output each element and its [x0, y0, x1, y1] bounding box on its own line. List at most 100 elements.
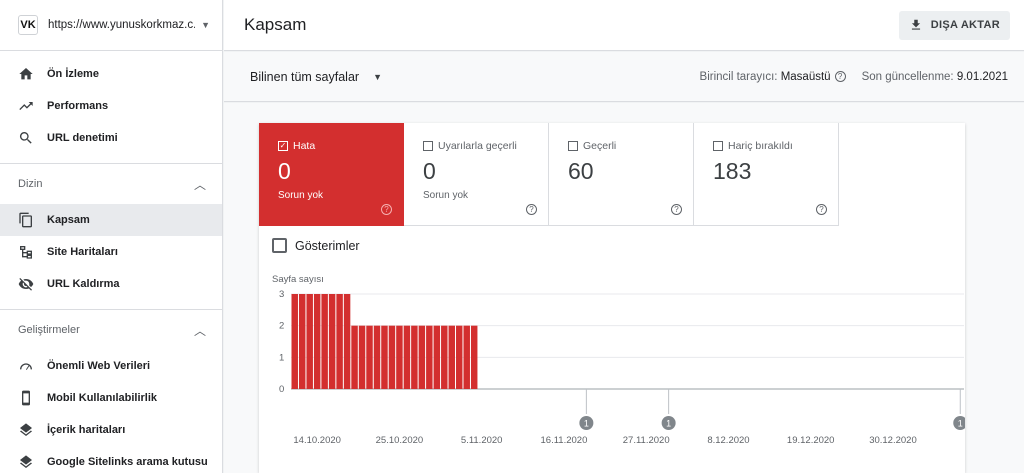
y-tick-label: 3 — [279, 289, 284, 300]
section-header-gelistirmeler[interactable]: Geliştirmeler ︿ — [0, 310, 222, 350]
bar — [470, 325, 478, 389]
tile-label: Geçerli — [583, 140, 617, 152]
toolbar: Bilinen tüm sayfalar ▼ Birincil tarayıcı… — [224, 52, 1024, 102]
gauge-icon — [18, 358, 34, 374]
tile-excluded[interactable]: Hariç bırakıldı 183 ? — [694, 123, 839, 226]
x-tick-label: 5.11.2020 — [461, 435, 503, 446]
nav-item-overview[interactable]: Ön İzleme — [0, 58, 222, 90]
annotation-marker — [953, 416, 965, 430]
help-icon[interactable]: ? — [834, 71, 846, 82]
nav-item-mobile-usability[interactable]: Mobil Kullanılabilirlik — [0, 382, 222, 414]
checkbox-icon — [272, 238, 287, 253]
bar — [381, 325, 388, 389]
bar — [321, 294, 328, 389]
section-title: Dizin — [18, 178, 43, 190]
bar — [396, 325, 403, 389]
help-icon[interactable]: ? — [671, 204, 682, 215]
status-tiles: ✓ Hata 0 Sorun yok ? Uyarılarla geçerli 0… — [259, 123, 839, 226]
bar — [448, 325, 456, 389]
x-tick-label: 14.10.2020 — [293, 435, 341, 446]
nav-item-content-maps[interactable]: İçerik haritaları — [0, 414, 222, 446]
annotation-label: 1 — [666, 419, 671, 429]
nav-item-label: Performans — [47, 100, 109, 112]
checkbox-checked-icon[interactable]: ✓ — [278, 141, 288, 151]
nav-item-label: Ön İzleme — [47, 68, 99, 80]
x-tick-label: 16.11.2020 — [541, 435, 588, 446]
x-tick-label: 8.12.2020 — [707, 435, 749, 446]
coverage-chart: Sayfa sayısı 0 1 2 3 14.10.2020 25.10.2020 5.11… — [272, 274, 965, 446]
checkbox-icon[interactable] — [423, 141, 433, 151]
nav-item-label: İçerik haritaları — [47, 424, 126, 436]
eye-off-icon — [18, 276, 34, 292]
help-icon[interactable]: ? — [526, 204, 537, 215]
y-axis-label: Sayfa sayısı — [272, 274, 324, 285]
app-header: Kapsam DIŞA AKTAR — [224, 0, 1024, 51]
layers-icon — [18, 422, 34, 438]
chevron-down-icon: ▼ — [201, 20, 210, 30]
copy-pages-icon — [18, 212, 34, 228]
divider — [0, 163, 222, 164]
crawler-value: Masaüstü — [780, 70, 831, 83]
tile-sub: Sorun yok — [423, 190, 469, 201]
nav-item-label: Site Haritaları — [47, 246, 118, 258]
y-tick-label: 1 — [279, 352, 284, 363]
tile-label: Hata — [293, 140, 316, 152]
updated-label: Son güncellenme: — [861, 70, 954, 83]
layers-icon — [18, 454, 34, 470]
coverage-card: ✓ Hata 0 Sorun yok ? Uyarılarla geçerli 0… — [259, 123, 965, 473]
nav-item-url-removal[interactable]: URL Kaldırma — [0, 268, 222, 300]
help-icon[interactable]: ? — [381, 204, 392, 215]
export-label: DIŞA AKTAR — [930, 19, 1000, 31]
x-tick-label: 30.12.2020 — [869, 435, 917, 446]
x-tick-label: 25.10.2020 — [376, 435, 424, 446]
phone-icon — [18, 390, 34, 406]
bar — [441, 325, 448, 389]
nav-item-coverage[interactable]: Kapsam — [0, 204, 222, 236]
bar — [426, 325, 433, 389]
tile-valid-with-warnings[interactable]: Uyarılarla geçerli 0 Sorun yok ? — [404, 123, 549, 226]
checkbox-icon[interactable] — [713, 141, 723, 151]
export-button[interactable]: DIŞA AKTAR — [898, 10, 1010, 40]
nav-item-label: Önemli Web Verileri — [47, 360, 151, 372]
property-selector[interactable]: VK https://www.yunuskorkmaz.c... ▼ — [0, 0, 222, 51]
tile-valid[interactable]: Geçerli 60 ? — [549, 123, 694, 226]
chevron-up-icon: ︿ — [193, 177, 206, 192]
nav-item-sitelinks-searchbox[interactable]: Google Sitelinks arama kutusu — [0, 446, 222, 473]
download-icon — [911, 19, 920, 30]
checkbox-icon[interactable] — [568, 141, 578, 151]
bar — [328, 294, 336, 389]
divider — [0, 309, 222, 310]
tile-value: 0 — [423, 158, 436, 184]
nav-item-label: Google Sitelinks arama kutusu — [47, 456, 208, 468]
bar — [298, 294, 306, 389]
nav-item-performance[interactable]: Performans — [0, 90, 222, 122]
bar — [373, 325, 381, 389]
bar — [463, 325, 470, 389]
tile-value: 0 — [278, 158, 291, 184]
impressions-toggle[interactable]: Gösterimler — [272, 238, 360, 253]
page-filter-dropdown[interactable]: Bilinen tüm sayfalar ▼ — [250, 70, 382, 84]
nav-item-label: URL denetimi — [47, 132, 118, 144]
tile-value: 183 — [713, 158, 752, 184]
help-icon[interactable]: ? — [816, 204, 827, 215]
nav-item-label: Mobil Kullanılabilirlik — [47, 392, 158, 404]
annotation-label: 1 — [584, 419, 589, 429]
bar — [403, 325, 411, 389]
x-tick-label: 27.11.2020 — [623, 435, 670, 446]
tile-error[interactable]: ✓ Hata 0 Sorun yok ? — [259, 123, 404, 226]
section-title: Geliştirmeler — [18, 324, 80, 336]
tile-label: Hariç bırakıldı — [728, 140, 793, 152]
nav-item-url-inspection[interactable]: URL denetimi — [0, 122, 222, 154]
tile-label: Uyarılarla geçerli — [438, 140, 517, 152]
search-icon — [18, 130, 34, 146]
nav-item-sitemaps[interactable]: Site Haritaları — [0, 236, 222, 268]
property-logo: VK — [18, 15, 38, 35]
home-icon — [18, 66, 34, 82]
bar — [433, 325, 441, 389]
nav-item-core-web-vitals[interactable]: Önemli Web Verileri — [0, 350, 222, 382]
y-tick-label: 2 — [279, 321, 284, 332]
section-header-dizin[interactable]: Dizin ︿ — [0, 164, 222, 204]
sidebar: VK https://www.yunuskorkmaz.c... ▼ Ön İz… — [0, 0, 223, 473]
bar — [366, 325, 373, 389]
annotation-marker — [661, 416, 676, 430]
